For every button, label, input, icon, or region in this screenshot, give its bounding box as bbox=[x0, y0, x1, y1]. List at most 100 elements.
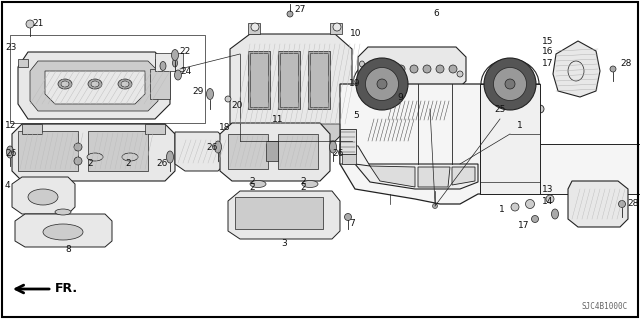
Ellipse shape bbox=[491, 108, 499, 116]
Ellipse shape bbox=[28, 189, 58, 205]
Ellipse shape bbox=[74, 143, 82, 151]
Bar bbox=[18, 131, 78, 171]
Ellipse shape bbox=[43, 224, 83, 240]
Ellipse shape bbox=[166, 151, 173, 163]
Bar bbox=[88, 131, 148, 171]
Ellipse shape bbox=[26, 20, 34, 28]
Bar bbox=[10, 35, 205, 123]
Text: 27: 27 bbox=[294, 4, 306, 13]
Text: 2: 2 bbox=[125, 160, 131, 168]
Polygon shape bbox=[358, 47, 466, 91]
Polygon shape bbox=[248, 51, 270, 109]
Text: 13: 13 bbox=[542, 184, 554, 194]
Text: 14: 14 bbox=[542, 197, 554, 205]
Ellipse shape bbox=[118, 79, 132, 89]
Polygon shape bbox=[175, 132, 225, 171]
Ellipse shape bbox=[457, 71, 463, 77]
Polygon shape bbox=[30, 61, 158, 111]
Polygon shape bbox=[340, 144, 370, 166]
Text: 3: 3 bbox=[281, 239, 287, 248]
Ellipse shape bbox=[173, 59, 177, 67]
Polygon shape bbox=[230, 124, 352, 141]
Bar bbox=[228, 134, 268, 169]
Text: 21: 21 bbox=[32, 19, 44, 28]
Polygon shape bbox=[45, 71, 145, 104]
Polygon shape bbox=[230, 34, 352, 141]
Text: 26: 26 bbox=[332, 150, 344, 159]
Text: 20: 20 bbox=[231, 100, 243, 109]
Ellipse shape bbox=[525, 117, 531, 124]
Bar bbox=[150, 69, 170, 99]
Polygon shape bbox=[12, 124, 175, 181]
Ellipse shape bbox=[214, 141, 221, 153]
Text: 6: 6 bbox=[433, 9, 439, 18]
Ellipse shape bbox=[384, 65, 392, 73]
Bar bbox=[250, 53, 268, 107]
Text: 2: 2 bbox=[249, 176, 255, 186]
Polygon shape bbox=[155, 59, 170, 67]
Ellipse shape bbox=[356, 58, 408, 110]
Text: 12: 12 bbox=[5, 122, 17, 130]
Ellipse shape bbox=[493, 68, 527, 100]
Ellipse shape bbox=[552, 209, 559, 219]
Text: 9: 9 bbox=[397, 93, 403, 101]
Text: 2: 2 bbox=[249, 182, 255, 191]
Ellipse shape bbox=[618, 201, 625, 207]
Ellipse shape bbox=[365, 68, 399, 100]
Polygon shape bbox=[568, 181, 628, 227]
Text: 4: 4 bbox=[5, 181, 11, 189]
Ellipse shape bbox=[371, 65, 379, 73]
Text: 19: 19 bbox=[349, 79, 361, 88]
Ellipse shape bbox=[546, 195, 554, 203]
Text: 26: 26 bbox=[206, 143, 218, 152]
Text: 7: 7 bbox=[349, 219, 355, 227]
Polygon shape bbox=[330, 23, 342, 34]
Ellipse shape bbox=[172, 49, 179, 61]
Text: 2: 2 bbox=[87, 160, 93, 168]
Ellipse shape bbox=[58, 79, 72, 89]
Text: 23: 23 bbox=[5, 42, 17, 51]
Bar bbox=[22, 124, 42, 134]
Ellipse shape bbox=[423, 65, 431, 73]
Polygon shape bbox=[452, 167, 475, 185]
Polygon shape bbox=[228, 191, 340, 239]
Polygon shape bbox=[418, 167, 450, 187]
Text: 18: 18 bbox=[220, 122, 231, 131]
Bar bbox=[145, 124, 165, 134]
Ellipse shape bbox=[87, 153, 103, 161]
Ellipse shape bbox=[525, 199, 534, 209]
Ellipse shape bbox=[91, 81, 99, 87]
Text: 16: 16 bbox=[542, 47, 554, 56]
Bar bbox=[235, 197, 323, 229]
Ellipse shape bbox=[436, 65, 444, 73]
Polygon shape bbox=[248, 23, 260, 34]
Bar bbox=[340, 129, 356, 154]
Text: 26: 26 bbox=[156, 160, 168, 168]
Bar bbox=[310, 53, 328, 107]
Ellipse shape bbox=[250, 181, 266, 188]
Bar bbox=[155, 53, 183, 71]
Ellipse shape bbox=[121, 81, 129, 87]
Ellipse shape bbox=[410, 65, 418, 73]
Ellipse shape bbox=[251, 23, 259, 31]
Polygon shape bbox=[370, 166, 415, 187]
Text: FR.: FR. bbox=[55, 283, 78, 295]
Ellipse shape bbox=[55, 209, 71, 215]
Ellipse shape bbox=[397, 65, 405, 73]
Polygon shape bbox=[340, 84, 540, 204]
Polygon shape bbox=[365, 117, 416, 147]
Text: 22: 22 bbox=[179, 47, 191, 56]
Bar bbox=[480, 84, 540, 194]
Ellipse shape bbox=[333, 23, 341, 31]
Polygon shape bbox=[12, 177, 75, 214]
Polygon shape bbox=[278, 51, 300, 109]
Text: 28: 28 bbox=[620, 60, 632, 69]
Polygon shape bbox=[308, 51, 330, 109]
Polygon shape bbox=[220, 123, 330, 181]
Ellipse shape bbox=[509, 115, 518, 123]
Text: SJC4B1000C: SJC4B1000C bbox=[582, 302, 628, 311]
Text: 26: 26 bbox=[5, 150, 17, 159]
Text: 25: 25 bbox=[494, 105, 506, 114]
Bar bbox=[480, 144, 640, 194]
Polygon shape bbox=[385, 98, 452, 127]
